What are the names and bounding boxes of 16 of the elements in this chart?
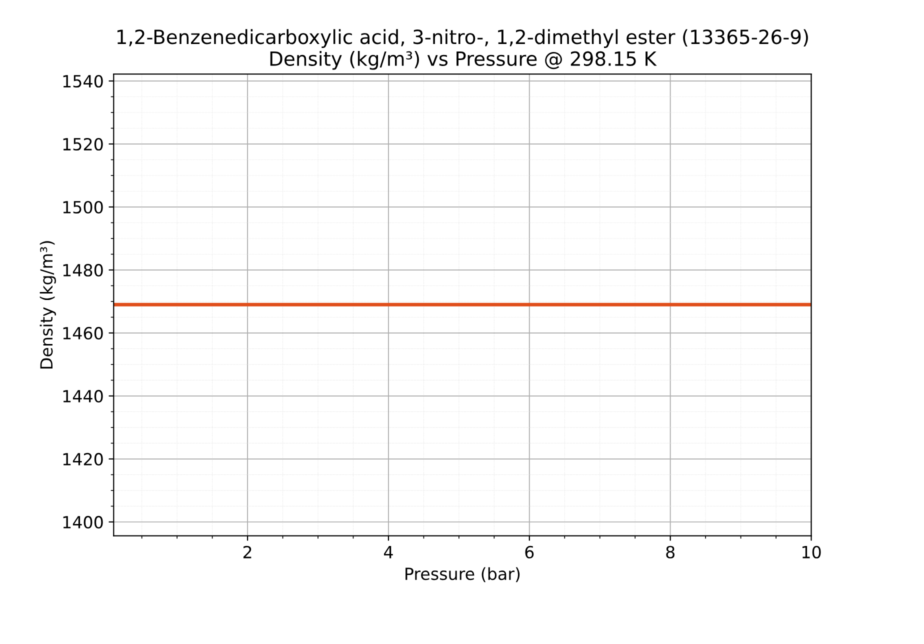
chart-title: 1,2-Benzenedicarboxylic acid, 3-nitro-, 1,2-dimethyl ester (13365-26-9) Density (kg/m³) vs Pressure @ 298.15 K [117, 29, 808, 70]
x-tick-label: 6 [525, 546, 534, 558]
y-tick-label: 1500 [63, 200, 103, 214]
y-tick-label: 1480 [63, 264, 103, 277]
x-axis-title: Pressure (bar) [406, 567, 520, 582]
x-tick-label: 2 [243, 546, 252, 558]
y-tick-label: 1400 [63, 516, 103, 529]
x-tick-label: 8 [666, 546, 674, 558]
y-tick-label: 1420 [63, 452, 103, 466]
y-tick-label: 1460 [63, 326, 103, 340]
y-axis-title: Density (kg/m³) [40, 241, 56, 369]
y-tick-label: 1440 [63, 390, 103, 403]
y-tick-label: 1520 [63, 138, 103, 151]
x-tick-label: 4 [384, 546, 393, 558]
y-tick-label: 1540 [63, 74, 103, 88]
x-tick-label: 10 [802, 546, 821, 558]
